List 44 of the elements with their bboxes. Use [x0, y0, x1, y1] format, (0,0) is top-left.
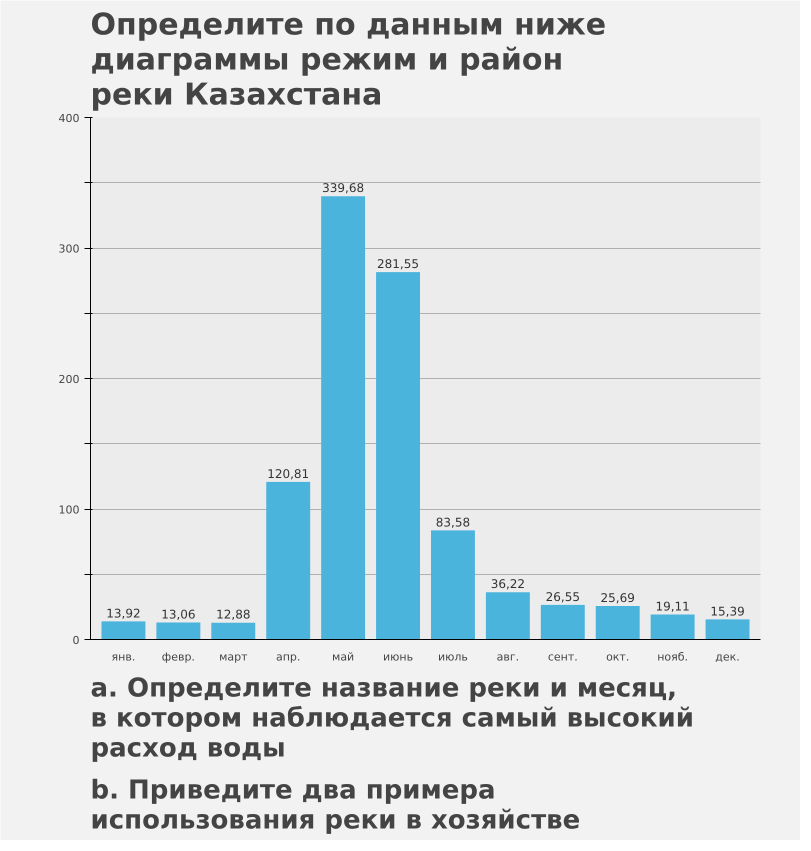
- bar: [486, 592, 530, 640]
- y-tick-label: 200: [58, 373, 80, 386]
- text: a. Определите название реки и месяц, в котором наблюдается самый высокий расход воды: [90, 674, 694, 764]
- data-label: 15,39: [710, 604, 745, 618]
- data-label: 83,58: [436, 515, 470, 530]
- text: b. Приведите два примера использования реки в хозяйстве: [90, 776, 580, 836]
- x-tick-label: дек.: [715, 650, 740, 664]
- chart-title: Определите по данным ниже диаграммы режим и район реки Казахстана: [90, 8, 606, 112]
- data-label: 19,11: [655, 600, 690, 614]
- bar: [706, 619, 750, 640]
- x-tick-label: сент.: [548, 650, 578, 664]
- bar: [156, 622, 200, 640]
- x-tick-label: июнь: [383, 650, 414, 664]
- x-tick-label: нояб.: [657, 650, 688, 664]
- data-label: 339,68: [322, 181, 364, 196]
- bar: [321, 196, 366, 640]
- y-tick-label: 400: [58, 112, 80, 125]
- y-tick-label: 100: [58, 504, 80, 516]
- x-tick-label: янв.: [112, 650, 136, 664]
- bar: [596, 606, 640, 640]
- x-tick-label: февр.: [162, 650, 195, 664]
- data-label: 13,06: [161, 607, 196, 622]
- bar: [101, 621, 146, 640]
- x-tick-label: июль: [438, 650, 468, 664]
- bar: [266, 482, 310, 640]
- x-tick-label: март: [219, 650, 248, 664]
- data-label: 120,81: [267, 466, 310, 481]
- x-tick-label: апр.: [276, 650, 300, 664]
- data-label: 26,55: [546, 590, 580, 604]
- bar: [650, 614, 695, 640]
- x-tick-label: май: [332, 650, 354, 664]
- bar: [211, 622, 256, 640]
- data-label: 25,69: [600, 590, 635, 605]
- y-tick-label: 300: [58, 242, 80, 256]
- data-label: 12,88: [216, 608, 250, 622]
- data-label: 13,92: [106, 606, 141, 620]
- x-tick-label: окт.: [606, 650, 630, 664]
- y-tick-label: 0: [72, 634, 80, 647]
- data-label: 36,22: [490, 577, 526, 592]
- bar: [540, 604, 585, 640]
- x-tick-label: авг.: [496, 650, 520, 664]
- data-label: 281,55: [377, 257, 420, 272]
- bar: [430, 530, 475, 640]
- bar: [376, 272, 420, 640]
